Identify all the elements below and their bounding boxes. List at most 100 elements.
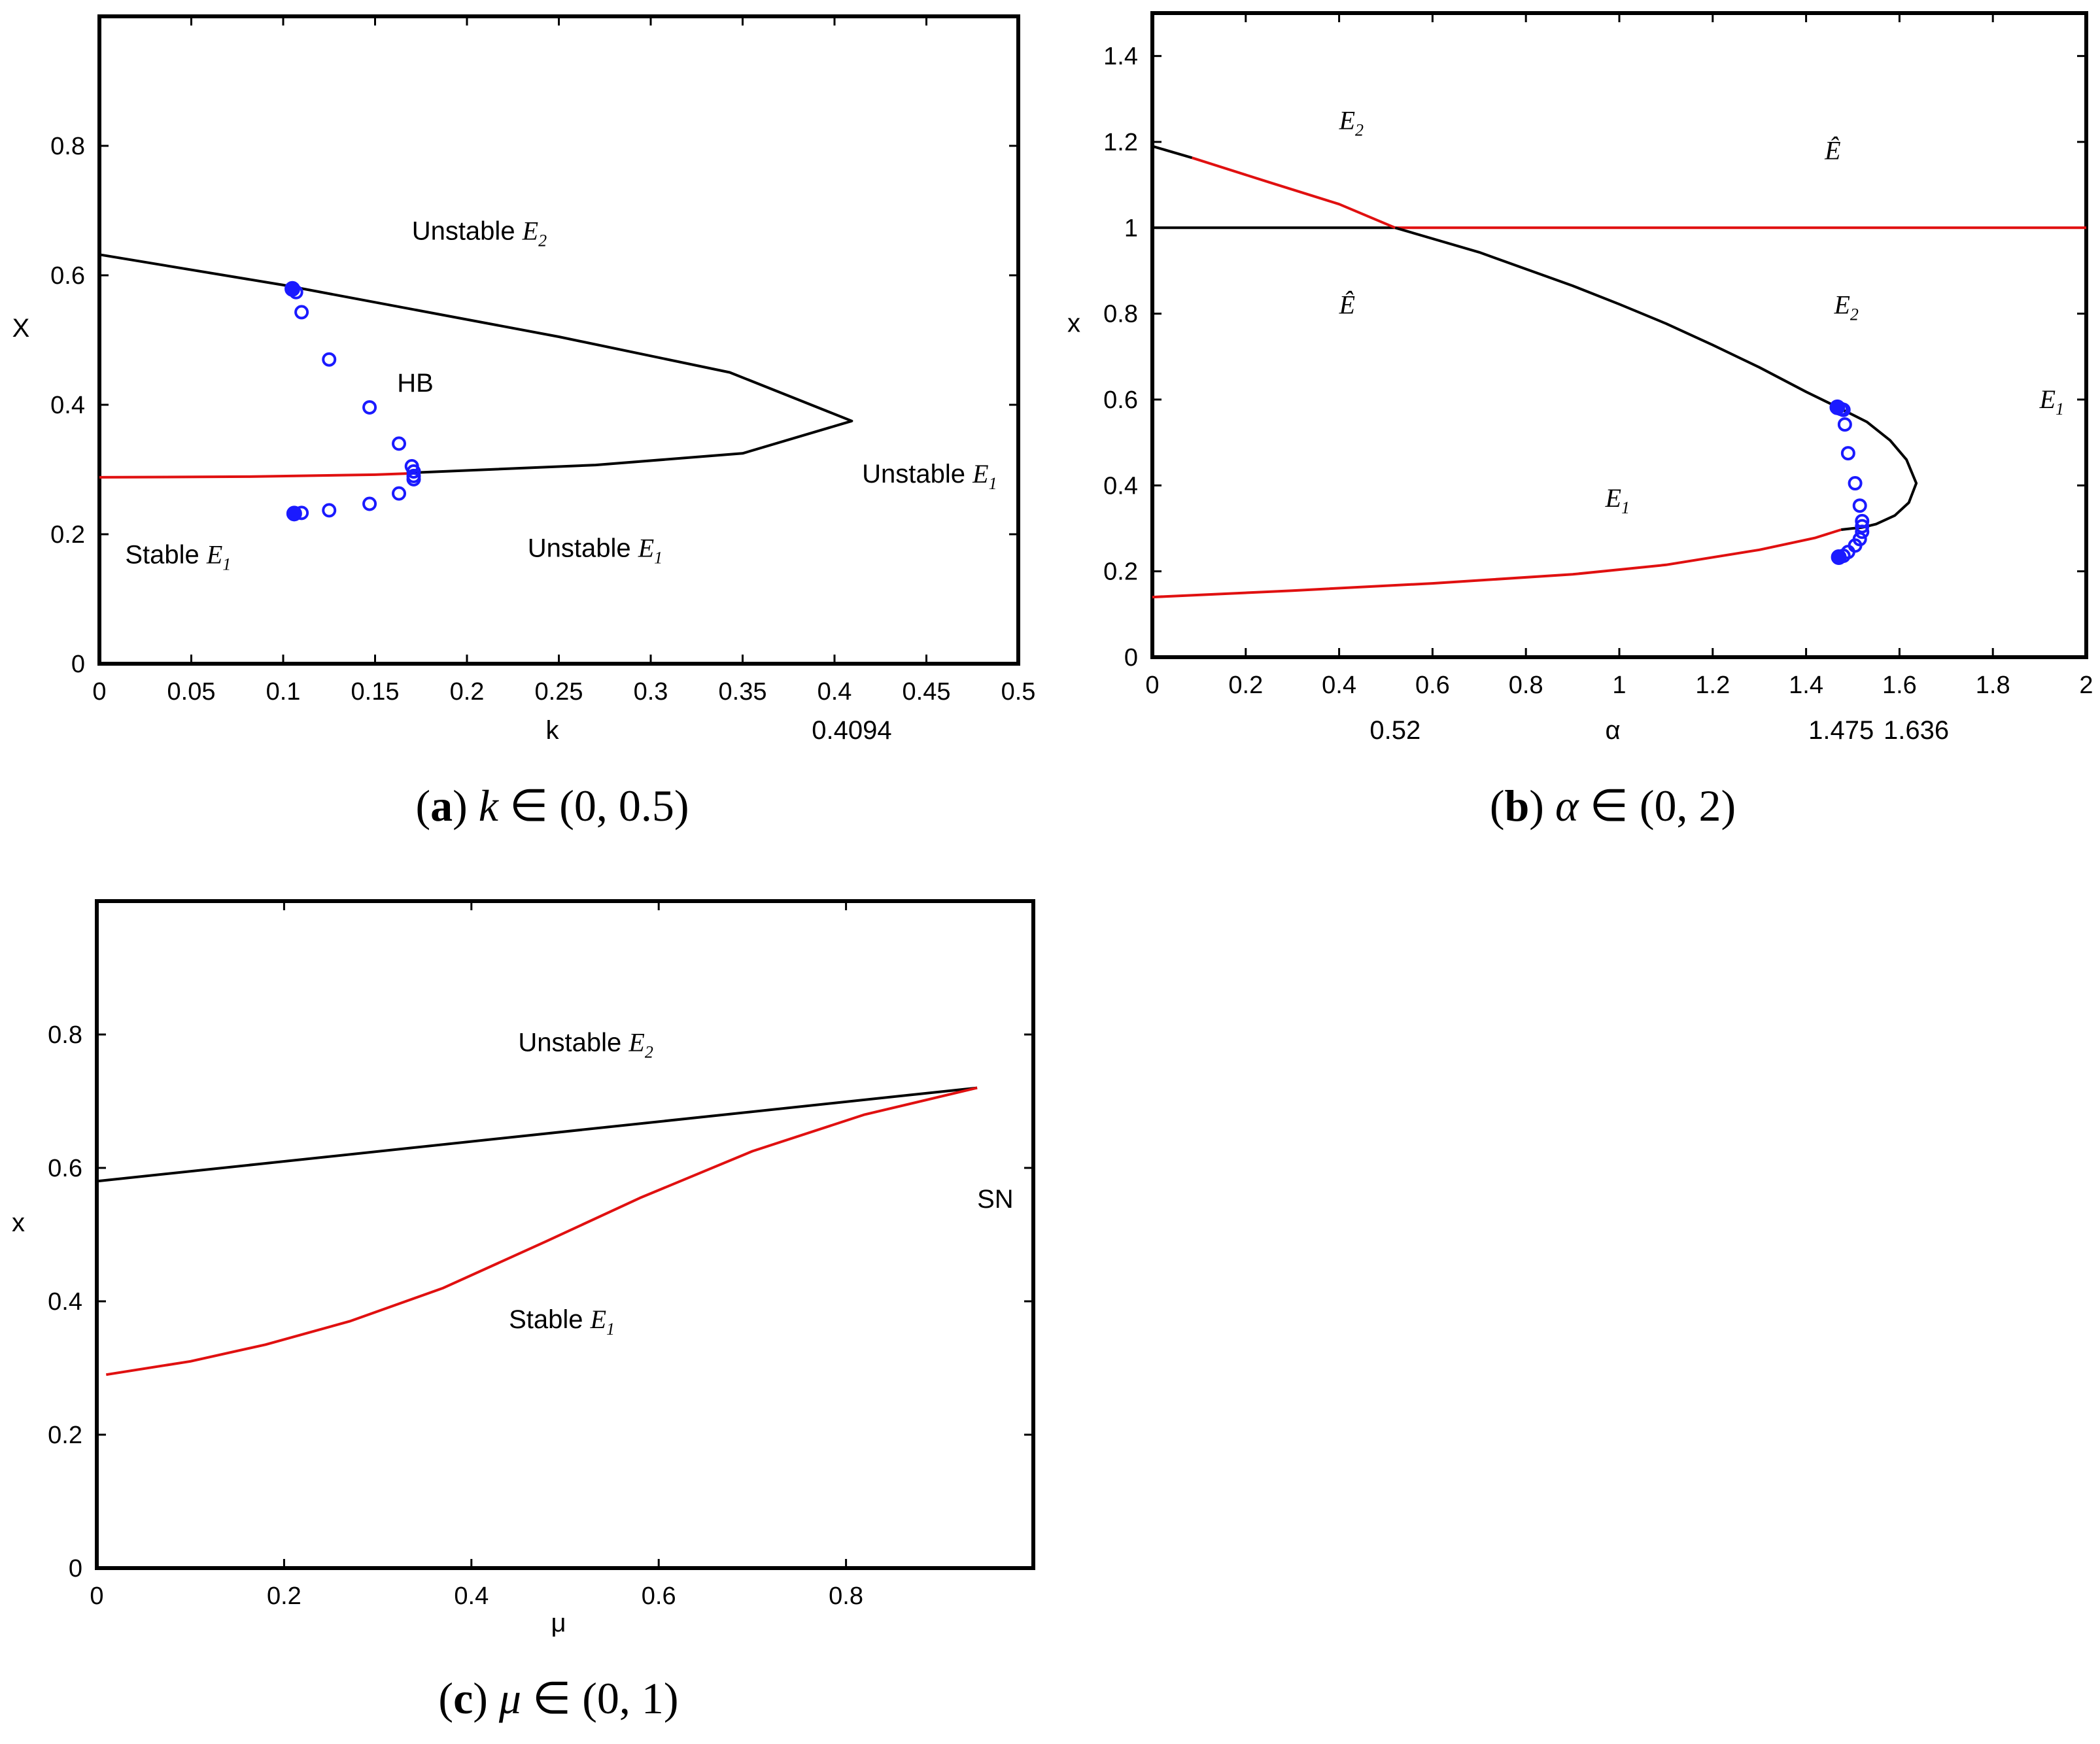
caption-part: ) — [453, 781, 479, 830]
x-tick-label: 0.2 — [267, 1582, 301, 1610]
annotation-subscript: 1 — [989, 474, 997, 493]
annotation-symbol: E — [1339, 105, 1355, 135]
x-tick-label: 0.1 — [266, 678, 301, 706]
region-annotation: Unstable E2 — [412, 216, 547, 250]
region-annotation: Stable E1 — [509, 1305, 615, 1339]
x-tick-label: 1 — [1612, 672, 1626, 699]
hopf-marker — [362, 400, 377, 415]
y-tick-label: 0.6 — [50, 262, 85, 290]
caption-part: c — [453, 1673, 473, 1723]
y-tick-label: 0.2 — [50, 521, 85, 549]
hopf-marker-end — [1831, 549, 1847, 565]
region-annotation: E2 — [1833, 290, 1858, 324]
series-line — [1152, 528, 1842, 599]
annotation-symbol: E — [972, 459, 988, 488]
x-tick-label: 0.5 — [1001, 678, 1036, 706]
hopf-marker — [406, 471, 421, 487]
x-tick-label: 1.4 — [1789, 672, 1823, 699]
hopf-marker — [406, 464, 421, 479]
y-tick-label: 0.8 — [48, 1021, 82, 1049]
special-value-label: 1.475 — [1808, 716, 1874, 745]
caption-part: ) — [473, 1673, 499, 1723]
region-annotation: Unstable E1 — [528, 534, 663, 568]
caption-part: k — [479, 781, 500, 830]
caption-part: ( — [415, 781, 430, 830]
region-annotation: Ê — [1339, 290, 1355, 320]
x-tick-label: 0.45 — [903, 678, 951, 706]
annotation-subscript: 1 — [222, 555, 231, 574]
x-tick-label: 0.05 — [167, 678, 216, 706]
panel-a-bifurcation-k: 0 0.05 0.1 0.15 0.2 0.25 0.3 0.35 0.4 0.45 0.5 0 0.2… — [12, 14, 1036, 830]
y-tick-label: 1.4 — [1103, 43, 1138, 71]
x-tick-label: 0.6 — [642, 1582, 676, 1610]
annotation-subscript: 2 — [1850, 305, 1859, 324]
y-tick-label: 1 — [1124, 214, 1138, 242]
hopf-marker — [392, 436, 407, 451]
annotation-subscript: 2 — [538, 231, 547, 250]
special-value-label: 0.4094 — [812, 716, 891, 745]
hopf-marker — [322, 352, 337, 367]
annotation-symbol: E — [1605, 483, 1621, 513]
annotation-subscript: 1 — [1621, 498, 1630, 517]
annotation-word: Unstable — [518, 1029, 628, 1057]
annotation-word: Unstable — [862, 460, 973, 488]
caption-part: ∈ (0, 2) — [1579, 781, 1736, 830]
special-value-label: 1.636 — [1884, 716, 1949, 745]
hopf-marker — [1848, 476, 1863, 491]
series-line — [99, 253, 853, 474]
caption-part: α — [1555, 781, 1579, 830]
x-tick-label: 0.2 — [450, 678, 485, 706]
hopf-marker — [1837, 417, 1852, 432]
annotation-symbol: E — [2039, 385, 2056, 414]
annotation-symbol: E — [628, 1028, 644, 1057]
panel-caption: (b) α ∈ (0, 2) — [1490, 781, 1736, 830]
x-tick-label: 0.4 — [1322, 672, 1356, 699]
hopf-marker — [1852, 498, 1867, 513]
region-annotation: E1 — [2039, 385, 2064, 419]
region-annotation: Unstable E1 — [862, 459, 997, 493]
annotation-symbol: E — [522, 216, 538, 246]
hopf-marker — [1855, 519, 1870, 534]
caption-part: ( — [438, 1673, 453, 1723]
region-annotation: Stable E1 — [125, 540, 231, 574]
y-axis-label: x — [1067, 309, 1080, 338]
caption-part: ∈ (0, 0.5) — [498, 781, 689, 830]
y-tick-label: 1.2 — [1103, 129, 1138, 156]
region-annotation: E2 — [1339, 105, 1364, 139]
y-tick-label: 0 — [71, 651, 85, 678]
caption-part: ( — [1490, 781, 1505, 830]
x-tick-label: 0.3 — [634, 678, 668, 706]
annotation-subscript: 1 — [654, 549, 663, 568]
annotation-word: Stable — [125, 541, 207, 570]
annotation-word: HB — [397, 369, 434, 398]
hopf-marker — [362, 496, 377, 511]
region-annotation: HB — [397, 369, 434, 398]
plot-frame — [97, 14, 1020, 666]
x-tick-label: 0.2 — [1228, 672, 1263, 699]
annotation-subscript: 2 — [1355, 120, 1364, 139]
annotation-symbol: E — [590, 1305, 606, 1334]
panel-caption: (a) k ∈ (0, 0.5) — [415, 781, 689, 830]
annotation-word: Unstable — [528, 534, 638, 563]
y-tick-label: 0.4 — [1103, 472, 1138, 500]
y-tick-label: 0.8 — [1103, 301, 1138, 328]
annotation-subscript: 2 — [645, 1043, 653, 1062]
x-tick-label: 0.4 — [454, 1582, 489, 1610]
annotation-word: SN — [977, 1185, 1014, 1214]
annotation-subscript: 1 — [2056, 400, 2064, 419]
annotation-subscript: 1 — [606, 1320, 615, 1339]
x-tick-label: 1.8 — [1976, 672, 2010, 699]
y-tick-label: 0.6 — [1103, 386, 1138, 414]
x-tick-label: 0.8 — [1509, 672, 1543, 699]
region-annotation: E1 — [1605, 483, 1630, 517]
y-tick-label: 0 — [1124, 644, 1138, 672]
y-tick-label: 0.8 — [50, 133, 85, 160]
plot-frame — [95, 899, 1035, 1570]
special-value-label: 0.52 — [1369, 716, 1420, 745]
hopf-marker — [1840, 446, 1855, 461]
caption-part: μ — [498, 1673, 521, 1723]
hopf-marker-start — [1829, 399, 1846, 415]
y-tick-label: 0.4 — [48, 1288, 82, 1316]
